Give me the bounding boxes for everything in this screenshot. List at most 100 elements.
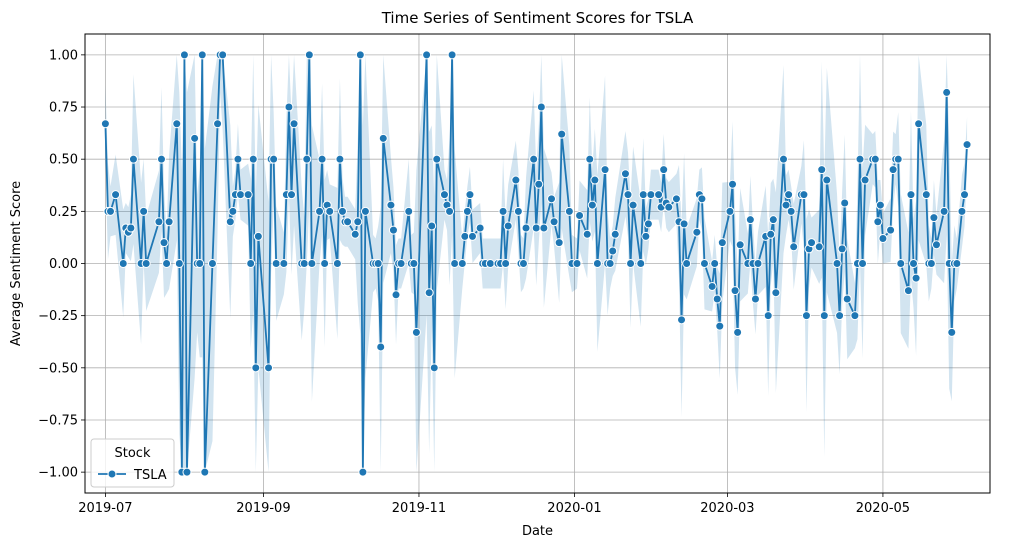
x-tick-label: 2020-05 [856, 501, 910, 516]
data-point [243, 190, 253, 200]
data-point [636, 259, 646, 268]
data-point [850, 311, 860, 321]
data-point [422, 50, 432, 60]
data-point [225, 217, 235, 227]
data-point [233, 154, 243, 164]
y-tick-label: 0.25 [49, 205, 78, 220]
data-point [467, 231, 477, 241]
y-tick-label: 0.00 [49, 257, 78, 272]
x-tick-label: 2019-09 [236, 501, 290, 516]
data-point [251, 363, 261, 373]
data-point [213, 119, 223, 129]
data-point [623, 190, 633, 200]
data-point [592, 259, 602, 268]
data-point [677, 315, 687, 325]
x-tick-label: 2019-07 [78, 501, 132, 516]
x-axis-label: Date [522, 524, 553, 539]
data-point [728, 179, 738, 189]
data-point [447, 50, 457, 60]
data-point [822, 175, 832, 185]
data-point [962, 140, 972, 150]
data-point [501, 259, 511, 268]
data-point [921, 190, 931, 200]
data-point [610, 229, 620, 239]
data-point [600, 165, 610, 175]
data-point [587, 200, 597, 210]
data-point [832, 259, 842, 268]
data-point [207, 259, 217, 268]
data-point [105, 206, 115, 216]
data-point [388, 225, 398, 235]
data-point [939, 206, 949, 216]
data-point [360, 206, 370, 216]
data-point [926, 259, 936, 268]
data-point [320, 259, 330, 268]
data-point [286, 190, 296, 200]
x-tick-label: 2020-03 [700, 501, 754, 516]
data-point [801, 311, 811, 321]
data-point [582, 229, 592, 239]
data-point [378, 133, 388, 143]
data-point [179, 50, 189, 60]
data-point [376, 342, 386, 352]
data-point [373, 259, 383, 268]
data-point [608, 246, 618, 256]
data-point [710, 259, 720, 268]
data-point [547, 194, 557, 204]
data-point [315, 206, 325, 216]
data-point [654, 190, 664, 200]
data-point [432, 154, 442, 164]
x-tick-label: 2019-11 [392, 501, 446, 516]
data-point [304, 50, 314, 60]
data-point [896, 259, 906, 268]
data-point [337, 206, 347, 216]
data-point [317, 154, 327, 164]
data-point [858, 259, 868, 268]
data-point [128, 154, 138, 164]
data-point [100, 119, 110, 129]
data-point [814, 242, 824, 252]
data-point [564, 206, 574, 216]
data-point [465, 190, 475, 200]
data-point [585, 154, 595, 164]
data-point [840, 198, 850, 208]
data-point [200, 467, 210, 477]
data-point [162, 259, 172, 268]
data-point [264, 363, 274, 373]
data-point [628, 200, 638, 210]
data-point [643, 219, 653, 229]
data-point [842, 294, 852, 304]
data-point [725, 206, 735, 216]
data-point [947, 327, 957, 337]
data-point [195, 259, 205, 268]
data-point [529, 154, 539, 164]
data-point [557, 129, 567, 139]
data-point [172, 119, 182, 129]
data-point [952, 259, 962, 268]
data-point [139, 206, 149, 216]
data-point [156, 154, 166, 164]
data-point [909, 259, 919, 268]
data-point [835, 311, 845, 321]
data-point [960, 190, 970, 200]
data-point [299, 259, 309, 268]
data-point [521, 223, 531, 233]
data-point [289, 119, 299, 129]
data-point [957, 206, 967, 216]
data-point [513, 206, 523, 216]
data-point [353, 217, 363, 227]
legend-marker-swatch [107, 469, 117, 479]
data-point [335, 154, 345, 164]
data-point [903, 286, 913, 296]
data-point [307, 259, 317, 268]
data-point [799, 190, 809, 200]
data-point [332, 259, 342, 268]
data-point [475, 223, 485, 233]
data-point [860, 175, 870, 185]
data-point [819, 311, 829, 321]
data-point [343, 217, 353, 227]
data-point [893, 154, 903, 164]
data-point [404, 206, 414, 216]
data-point [279, 259, 289, 268]
data-point [246, 259, 256, 268]
